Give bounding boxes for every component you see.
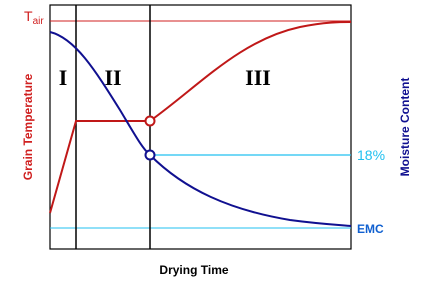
critical-moisture-label: 18% [357, 147, 385, 163]
emc-label: EMC [357, 222, 384, 236]
moisture-point [144, 149, 156, 161]
moisture-curve [49, 31, 352, 227]
phase-label: I [59, 65, 68, 90]
y2-axis-label: Moisture Content [398, 78, 412, 177]
y-axis-label: Grain Temperature [21, 73, 35, 180]
tair-label: Tair [24, 8, 44, 27]
x-axis-label: Drying Time [159, 263, 228, 277]
phase-label: III [245, 65, 271, 90]
phase-label: II [104, 65, 121, 90]
temperature-curve [49, 21, 352, 214]
plot-frame [49, 4, 352, 250]
tair-symbol: T [24, 8, 33, 24]
temperature-point [144, 115, 156, 127]
tair-subscript: air [33, 16, 45, 27]
